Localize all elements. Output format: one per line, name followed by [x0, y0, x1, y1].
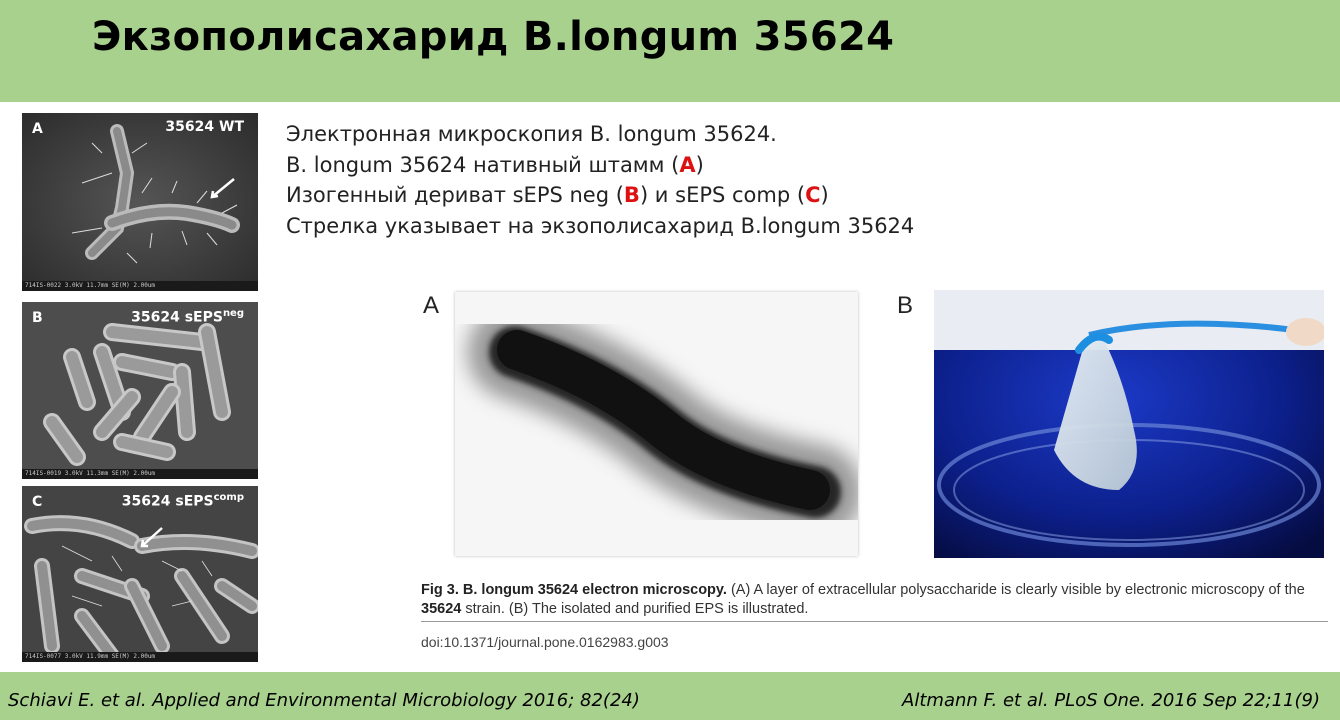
eps-photo: [934, 290, 1324, 558]
description-line-3: Изогенный дериват sEPS neg (B) и sEPS co…: [286, 183, 829, 207]
figure-panel-b-letter: B: [897, 292, 914, 319]
figure-caption: Fig 3. B. longum 35624 electron microsco…: [421, 582, 1305, 617]
sem-image-b: B 35624 sEPSneg 714IS-0019 3.0kV 11.3mm …: [22, 302, 258, 479]
description-text: Электронная микроскопия B. longum 35624.…: [286, 119, 914, 241]
sem-footer-a: 714IS-0022 3.0kV 11.7mm SE(M) 2.00um: [22, 281, 258, 291]
figure-doi: doi:10.1371/journal.pone.0162983.g003: [421, 634, 669, 650]
sem-neg-micrograph: [22, 302, 258, 479]
sem-letter-c: C: [32, 494, 43, 510]
sem-label-a: 35624 WT: [165, 119, 244, 135]
citation-right: Altmann F. et al. PLoS One. 2016 Sep 22;…: [902, 690, 1320, 711]
sem-wt-micrograph: [22, 113, 258, 291]
sem-label-b: 35624 sEPSneg: [131, 308, 244, 326]
sem-footer-c: 714IS-0077 3.0kV 11.9mm SE(M) 2.00um: [22, 652, 258, 662]
tem-bacterium-micrograph: [455, 292, 863, 556]
description-line-4: Стрелка указывает на экзополисахарид B.l…: [286, 213, 915, 238]
sem-footer-b: 714IS-0019 3.0kV 11.3mm SE(M) 2.00um: [22, 469, 258, 479]
arrow-icon: [140, 527, 163, 548]
purified-eps-photo: [934, 290, 1324, 558]
sem-label-c: 35624 sEPScomp: [121, 492, 244, 510]
slide-footer: [0, 672, 1340, 720]
caption-divider: [421, 621, 1328, 622]
sem-letter-a: A: [32, 121, 43, 137]
arrow-icon: [210, 178, 235, 199]
sem-letter-b: B: [32, 310, 43, 326]
tem-image: [455, 292, 863, 556]
figure-panel-a-letter: A: [423, 292, 440, 319]
description-line-2: B. longum 35624 нативный штамм (A): [286, 152, 704, 177]
sem-image-a: A 35624 WT 714IS-0022 3.0kV 11.7mm SE(M)…: [22, 113, 258, 291]
slide-header: [0, 0, 1340, 102]
citation-left: Schiavi E. et al. Applied and Environmen…: [8, 690, 640, 711]
sem-image-c: C 35624 sEPScomp 714IS-0077 3.0kV 11.9mm…: [22, 486, 258, 662]
slide-title: Экзополисахарид B.longum 35624: [92, 14, 895, 60]
description-line-1: Электронная микроскопия B. longum 35624.: [286, 122, 777, 146]
sem-comp-micrograph: [22, 486, 258, 662]
